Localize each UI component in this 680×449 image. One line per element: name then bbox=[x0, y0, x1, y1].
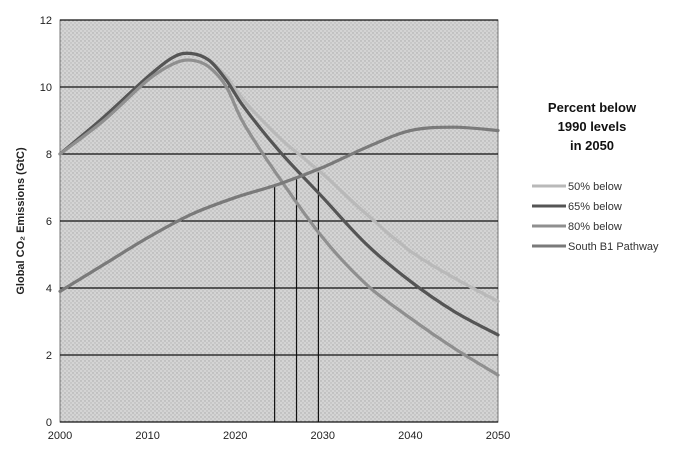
legend: Percent below 1990 levels in 2050 50% below… bbox=[532, 100, 659, 253]
x-tick-label: 2030 bbox=[311, 430, 335, 442]
y-tick-label: 10 bbox=[40, 82, 52, 94]
gridlines bbox=[60, 19, 498, 423]
x-tick-label: 2040 bbox=[398, 430, 422, 442]
series-line-2 bbox=[58, 51, 500, 337]
legend-title-line: in 2050 bbox=[570, 138, 614, 153]
x-tick-label: 2000 bbox=[48, 430, 72, 442]
x-axis-ticks: 2000 2010 2020 2030 2040 2050 bbox=[48, 430, 510, 442]
y-axis-ticks: 0 2 4 6 8 10 12 bbox=[40, 15, 52, 429]
y-tick-label: 2 bbox=[46, 350, 52, 362]
series-lines bbox=[58, 51, 500, 377]
series-line-4 bbox=[58, 125, 500, 293]
legend-entry-label: 80% below bbox=[568, 221, 622, 233]
legend-title-line: 1990 levels bbox=[558, 119, 627, 134]
y-tick-label: 6 bbox=[46, 216, 52, 228]
y-tick-label: 8 bbox=[46, 149, 52, 161]
series-line-3 bbox=[58, 58, 500, 377]
legend-title-line: Percent below bbox=[548, 100, 637, 115]
y-tick-label: 0 bbox=[46, 417, 52, 429]
x-tick-label: 2010 bbox=[135, 430, 159, 442]
y-axis-label: Global CO₂ Emissions (GtC) bbox=[15, 147, 27, 295]
y-tick-label: 12 bbox=[40, 15, 52, 27]
y-tick-label: 4 bbox=[46, 283, 52, 295]
legend-entry-label: South B1 Pathway bbox=[568, 241, 659, 253]
intersection-lines bbox=[274, 170, 320, 422]
legend-entry-label: 50% below bbox=[568, 181, 622, 193]
x-tick-label: 2050 bbox=[486, 430, 510, 442]
legend-entry-label: 65% below bbox=[568, 201, 622, 213]
x-tick-label: 2020 bbox=[223, 430, 247, 442]
